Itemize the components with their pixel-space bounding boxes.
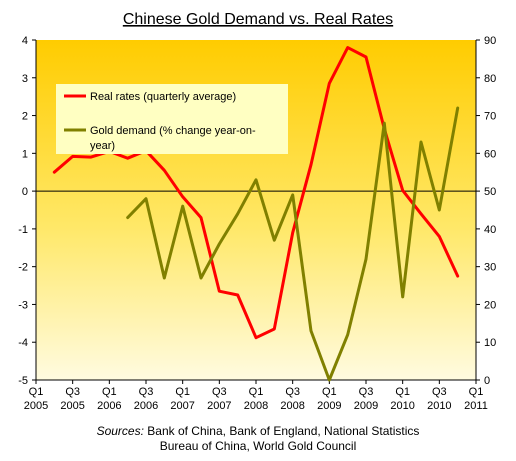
right-tick-label: 20 bbox=[484, 299, 496, 311]
x-tick-label-year: 2011 bbox=[464, 400, 488, 412]
x-tick-label-quarter: Q3 bbox=[285, 386, 300, 398]
x-tick-label-quarter: Q3 bbox=[65, 386, 80, 398]
right-tick-label: 80 bbox=[484, 73, 496, 85]
x-tick-label-year: 2005 bbox=[60, 400, 84, 412]
legend-box bbox=[56, 84, 288, 154]
x-tick-label-quarter: Q1 bbox=[29, 386, 44, 398]
right-axis-ticks: 0 10 20 30 40 50 60 70 80 90 bbox=[476, 35, 496, 387]
x-axis-ticks: Q1 2005 Q3 2005 Q1 2006 Q3 2006 Q1 2007 Q3 2007 Q1 20… bbox=[24, 380, 488, 412]
left-tick-label: -1 bbox=[18, 224, 28, 236]
right-tick-label: 0 bbox=[484, 375, 490, 387]
left-tick-label: 1 bbox=[22, 148, 28, 160]
right-tick-label: 70 bbox=[484, 111, 496, 123]
left-axis-ticks: -5 -4 -3 -2 -1 0 1 2 3 4 bbox=[18, 35, 36, 387]
x-tick-label-quarter: Q1 bbox=[322, 386, 337, 398]
left-tick-label: -5 bbox=[18, 375, 28, 387]
x-tick-label-quarter: Q3 bbox=[212, 386, 227, 398]
legend-label-gold-demand: Gold demand (% change year-on- year) bbox=[90, 125, 259, 152]
x-tick-label-year: 2009 bbox=[354, 400, 378, 412]
x-tick-label-year: 2006 bbox=[134, 400, 158, 412]
sources-line2: Bureau of China, World Gold Council bbox=[159, 439, 357, 453]
x-tick-label-quarter: Q3 bbox=[432, 386, 447, 398]
legend-label-gold-demand-line1: Gold demand (% change year-on- bbox=[90, 125, 256, 137]
sources-prefix: Sources: bbox=[96, 424, 144, 438]
chart-title: Chinese Gold Demand vs. Real Rates bbox=[123, 11, 393, 28]
x-tick-label-year: 2010 bbox=[427, 400, 451, 412]
x-tick-label-quarter: Q1 bbox=[469, 386, 484, 398]
series-line-gold-demand bbox=[126, 106, 460, 382]
x-tick-label-quarter: Q1 bbox=[249, 386, 264, 398]
series-line-real-rates bbox=[52, 46, 460, 340]
x-tick-label-quarter: Q1 bbox=[395, 386, 410, 398]
left-tick-label: 0 bbox=[22, 186, 28, 198]
sources-note-line2: Bureau of China, World Gold Council bbox=[0, 439, 516, 454]
x-tick-label-year: 2005 bbox=[24, 400, 48, 412]
right-tick-label: 30 bbox=[484, 262, 496, 274]
x-tick-label-year: 2010 bbox=[390, 400, 414, 412]
right-tick-label: 10 bbox=[484, 337, 496, 349]
x-tick-label-quarter: Q1 bbox=[175, 386, 190, 398]
sources-note: Sources: Bank of China, Bank of England,… bbox=[0, 424, 516, 439]
x-tick-label-year: 2006 bbox=[97, 400, 121, 412]
right-tick-label: 60 bbox=[484, 148, 496, 160]
x-tick-label-year: 2008 bbox=[244, 400, 268, 412]
x-tick-label-year: 2007 bbox=[207, 400, 231, 412]
x-tick-label-year: 2008 bbox=[280, 400, 304, 412]
right-tick-label: 50 bbox=[484, 186, 496, 198]
legend-label-real-rates: Real rates (quarterly average) bbox=[90, 91, 236, 103]
right-tick-label: 40 bbox=[484, 224, 496, 236]
legend: Real rates (quarterly average) Gold dema… bbox=[56, 84, 288, 154]
x-tick-label-quarter: Q3 bbox=[139, 386, 154, 398]
left-tick-label: 2 bbox=[22, 111, 28, 123]
left-tick-label: -4 bbox=[18, 337, 28, 349]
x-tick-label-year: 2007 bbox=[170, 400, 194, 412]
left-tick-label: -2 bbox=[18, 262, 28, 274]
sources-line1: Bank of China, Bank of England, National… bbox=[147, 424, 420, 438]
series-lines bbox=[52, 46, 460, 382]
left-tick-label: -3 bbox=[18, 299, 28, 311]
left-tick-label: 3 bbox=[22, 73, 28, 85]
right-tick-label: 90 bbox=[484, 35, 496, 47]
left-tick-label: 4 bbox=[22, 35, 28, 47]
x-tick-label-year: 2009 bbox=[317, 400, 341, 412]
x-tick-label-quarter: Q1 bbox=[102, 386, 117, 398]
x-tick-label-quarter: Q3 bbox=[359, 386, 374, 398]
legend-label-gold-demand-line2: year) bbox=[90, 140, 115, 152]
